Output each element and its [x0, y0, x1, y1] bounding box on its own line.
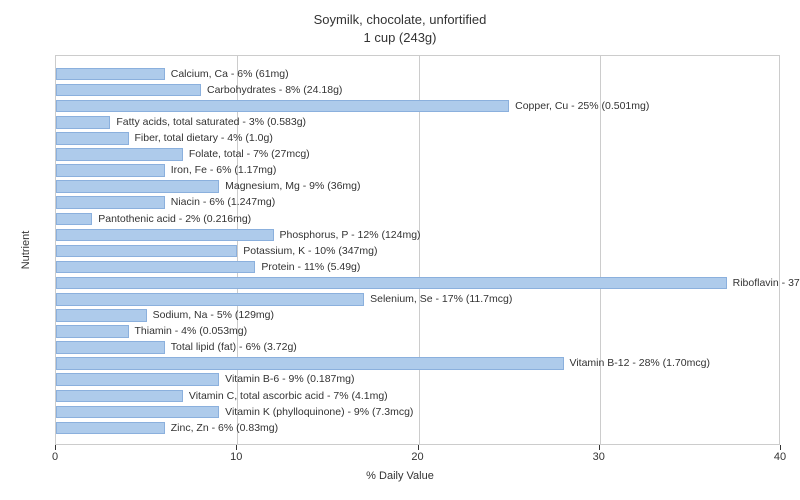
- nutrient-bar-label: Protein - 11% (5.49g): [261, 261, 360, 273]
- nutrient-bar: [56, 196, 165, 209]
- nutrient-bar: [56, 229, 274, 242]
- x-tick-label: 0: [52, 451, 58, 463]
- nutrient-chart: Soymilk, chocolate, unfortified 1 cup (2…: [0, 0, 800, 500]
- chart-title-line1: Soymilk, chocolate, unfortified: [0, 12, 800, 27]
- nutrient-bar-label: Iron, Fe - 6% (1.17mg): [171, 164, 277, 176]
- nutrient-bar: [56, 100, 509, 113]
- nutrient-bar: [56, 309, 147, 322]
- chart-title-line2: 1 cup (243g): [0, 30, 800, 45]
- x-tick: [780, 445, 781, 450]
- nutrient-bar-label: Total lipid (fat) - 6% (3.72g): [171, 341, 297, 353]
- gridline: [419, 56, 420, 444]
- nutrient-bar: [56, 116, 110, 129]
- nutrient-bar: [56, 132, 129, 145]
- nutrient-bar-label: Calcium, Ca - 6% (61mg): [171, 68, 289, 80]
- nutrient-bar-label: Vitamin K (phylloquinone) - 9% (7.3mcg): [225, 406, 413, 418]
- nutrient-bar-label: Thiamin - 4% (0.053mg): [135, 325, 248, 337]
- nutrient-bar-label: Folate, total - 7% (27mcg): [189, 148, 310, 160]
- x-tick: [418, 445, 419, 450]
- nutrient-bar-label: Magnesium, Mg - 9% (36mg): [225, 180, 360, 192]
- nutrient-bar-label: Potassium, K - 10% (347mg): [243, 245, 377, 257]
- x-tick-label: 40: [774, 451, 786, 463]
- nutrient-bar: [56, 164, 165, 177]
- gridline: [237, 56, 238, 444]
- nutrient-bar: [56, 277, 727, 290]
- nutrient-bar: [56, 373, 219, 386]
- nutrient-bar-label: Vitamin C, total ascorbic acid - 7% (4.1…: [189, 390, 388, 402]
- nutrient-bar-label: Vitamin B-6 - 9% (0.187mg): [225, 373, 354, 385]
- nutrient-bar-label: Carbohydrates - 8% (24.18g): [207, 84, 342, 96]
- nutrient-bar: [56, 180, 219, 193]
- x-tick: [599, 445, 600, 450]
- nutrient-bar: [56, 84, 201, 97]
- nutrient-bar-label: Pantothenic acid - 2% (0.216mg): [98, 213, 251, 225]
- x-tick-label: 20: [411, 451, 423, 463]
- nutrient-bar-label: Zinc, Zn - 6% (0.83mg): [171, 422, 278, 434]
- nutrient-bar-label: Phosphorus, P - 12% (124mg): [280, 229, 421, 241]
- nutrient-bar: [56, 245, 237, 258]
- nutrient-bar-label: Niacin - 6% (1.247mg): [171, 196, 275, 208]
- nutrient-bar: [56, 293, 364, 306]
- nutrient-bar-label: Riboflavin - 37% (0.637mg): [733, 277, 800, 289]
- nutrient-bar: [56, 213, 92, 226]
- nutrient-bar-label: Fatty acids, total saturated - 3% (0.583…: [116, 116, 306, 128]
- nutrient-bar: [56, 406, 219, 419]
- nutrient-bar: [56, 68, 165, 81]
- nutrient-bar-label: Fiber, total dietary - 4% (1.0g): [135, 132, 273, 144]
- x-axis-title: % Daily Value: [366, 470, 434, 482]
- nutrient-bar: [56, 325, 129, 338]
- gridline: [600, 56, 601, 444]
- nutrient-bar: [56, 422, 165, 435]
- x-tick: [236, 445, 237, 450]
- nutrient-bar-label: Vitamin B-12 - 28% (1.70mcg): [570, 357, 710, 369]
- nutrient-bar-label: Sodium, Na - 5% (129mg): [153, 309, 274, 321]
- nutrient-bar: [56, 390, 183, 403]
- y-axis-title: Nutrient: [20, 231, 32, 270]
- x-tick: [55, 445, 56, 450]
- nutrient-bar: [56, 341, 165, 354]
- x-tick-label: 30: [593, 451, 605, 463]
- nutrient-bar: [56, 261, 255, 274]
- nutrient-bar: [56, 357, 564, 370]
- plot-area: Calcium, Ca - 6% (61mg) Carbohydrates - 8…: [55, 55, 780, 445]
- x-tick-label: 10: [230, 451, 242, 463]
- nutrient-bar: [56, 148, 183, 161]
- nutrient-bar-label: Selenium, Se - 17% (11.7mcg): [370, 293, 512, 305]
- nutrient-bar-label: Copper, Cu - 25% (0.501mg): [515, 100, 649, 112]
